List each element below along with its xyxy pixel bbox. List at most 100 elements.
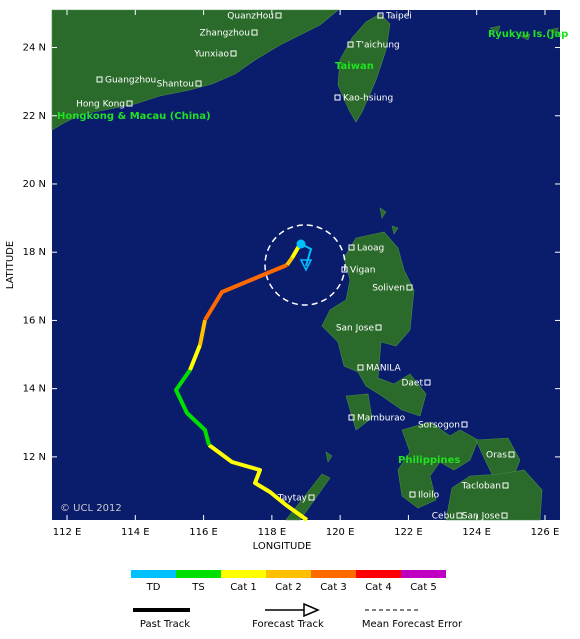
city-label: Vigan: [350, 266, 375, 276]
small-islands: [325, 207, 399, 463]
y-tick-label: 24 N: [23, 43, 46, 54]
past-track: [174, 244, 309, 522]
city-marker: [406, 284, 413, 291]
city-marker: [424, 379, 431, 386]
city-marker: [96, 76, 103, 83]
legend-swatch: [356, 570, 401, 578]
x-tick-label: 116 E: [189, 527, 218, 538]
city-marker: [375, 324, 382, 331]
x-tick-label: 112 E: [53, 527, 82, 538]
y-tick-label: 16 N: [23, 315, 46, 326]
region-label: Ryukyu Is.(Jap: [488, 29, 568, 40]
legend-swatch: [176, 570, 221, 578]
city-label: San Jose: [336, 324, 375, 334]
city-marker: [501, 512, 508, 519]
track-segment: [203, 263, 288, 322]
city-label: Guangzhou: [105, 76, 156, 86]
mindanao: [445, 469, 543, 521]
city-marker: [377, 12, 384, 19]
city-label: Oras: [486, 451, 507, 461]
x-tick-label: 120 E: [326, 527, 355, 538]
city-label: Zhangzhou: [200, 29, 250, 39]
city-marker: [409, 491, 416, 498]
city-label: Kao-hsiung: [343, 94, 393, 104]
y-axis-label: LATITUDE: [5, 241, 16, 289]
legend-swatch: [266, 570, 311, 578]
city-label: Shantou: [157, 80, 194, 90]
x-tick-label: 122 E: [394, 527, 423, 538]
legend-swatch: [131, 570, 176, 578]
city-marker: [461, 421, 468, 428]
legend-swatch: [311, 570, 356, 578]
legend-label: Forecast Track: [252, 619, 324, 630]
legend-label: Cat 4: [365, 582, 392, 593]
city-marker: [275, 12, 282, 19]
track-legend: Past Track Forecast Track Mean Forecast …: [133, 602, 463, 630]
city-marker: [347, 41, 354, 48]
region-label: Hongkong & Macau (China): [57, 111, 211, 122]
city-label: Daet: [401, 379, 423, 389]
track-segment: [198, 319, 207, 346]
city-label: MANILA: [366, 364, 402, 374]
city-label: Cebu: [432, 512, 455, 522]
city-label: Taytay: [277, 494, 308, 504]
land: [51, 9, 559, 521]
city-label: Tacloban: [461, 482, 501, 492]
ryukyu-islands: [489, 25, 559, 41]
forecast-arrow-swatch: [303, 602, 320, 618]
copyright: © UCL 2012: [60, 503, 122, 514]
x-tick-label: 124 E: [462, 527, 491, 538]
city-marker: [357, 364, 364, 371]
legend-label: Mean Forecast Error: [362, 619, 463, 630]
city-marker: [348, 414, 355, 421]
legend-swatch: [221, 570, 266, 578]
city-label: Laoag: [357, 244, 384, 254]
current-position: [296, 239, 306, 249]
legend-label: Past Track: [140, 619, 190, 630]
region-label: Philippines: [398, 455, 460, 466]
x-axis-label: LONGITUDE: [253, 541, 312, 552]
city-marker: [502, 482, 509, 489]
city-label: QuanzHou: [227, 12, 274, 22]
track-segment: [285, 256, 294, 267]
city-marker: [456, 512, 463, 519]
legend-label: Cat 3: [320, 582, 347, 593]
y-tick-label: 12 N: [23, 452, 46, 463]
city-marker: [348, 244, 355, 251]
city-marker: [508, 451, 515, 458]
legend-label: Cat 5: [410, 582, 437, 593]
legend-label: Cat 2: [275, 582, 302, 593]
city-label: Taipei: [385, 12, 412, 22]
mindoro: [345, 393, 373, 431]
taiwan: [337, 13, 391, 123]
x-tick-label: 118 E: [258, 527, 287, 538]
x-tick-label: 114 E: [121, 527, 150, 538]
city-label: Mamburao: [357, 414, 406, 424]
city-label: Hong Kong: [76, 100, 125, 110]
legend-label: Cat 1: [230, 582, 257, 593]
track-segment: [290, 244, 301, 260]
visayas: [397, 421, 479, 509]
region-label: Taiwan: [335, 61, 374, 72]
x-tick-label: 126 E: [531, 527, 560, 538]
forecast-error-circle: [264, 224, 346, 306]
city-marker: [126, 100, 133, 107]
y-tick-label: 18 N: [23, 247, 46, 258]
city-label: Yunxiao: [193, 50, 229, 60]
city-marker: [251, 29, 258, 36]
city-marker: [195, 80, 202, 87]
china-coast: [51, 9, 339, 131]
y-tick-label: 20 N: [23, 179, 46, 190]
city-marker: [308, 494, 315, 501]
y-tick-label: 14 N: [23, 384, 46, 395]
city-label: San Jose: [462, 512, 501, 522]
track-segment: [188, 344, 202, 371]
city-label: Iloilo: [418, 491, 440, 501]
legend-label: TD: [146, 582, 161, 593]
city-label: Soliven: [372, 284, 405, 294]
city-marker: [334, 94, 341, 101]
city-label: Sorsogon: [418, 421, 460, 431]
track-segment: [174, 368, 211, 446]
city-marker: [230, 50, 237, 57]
